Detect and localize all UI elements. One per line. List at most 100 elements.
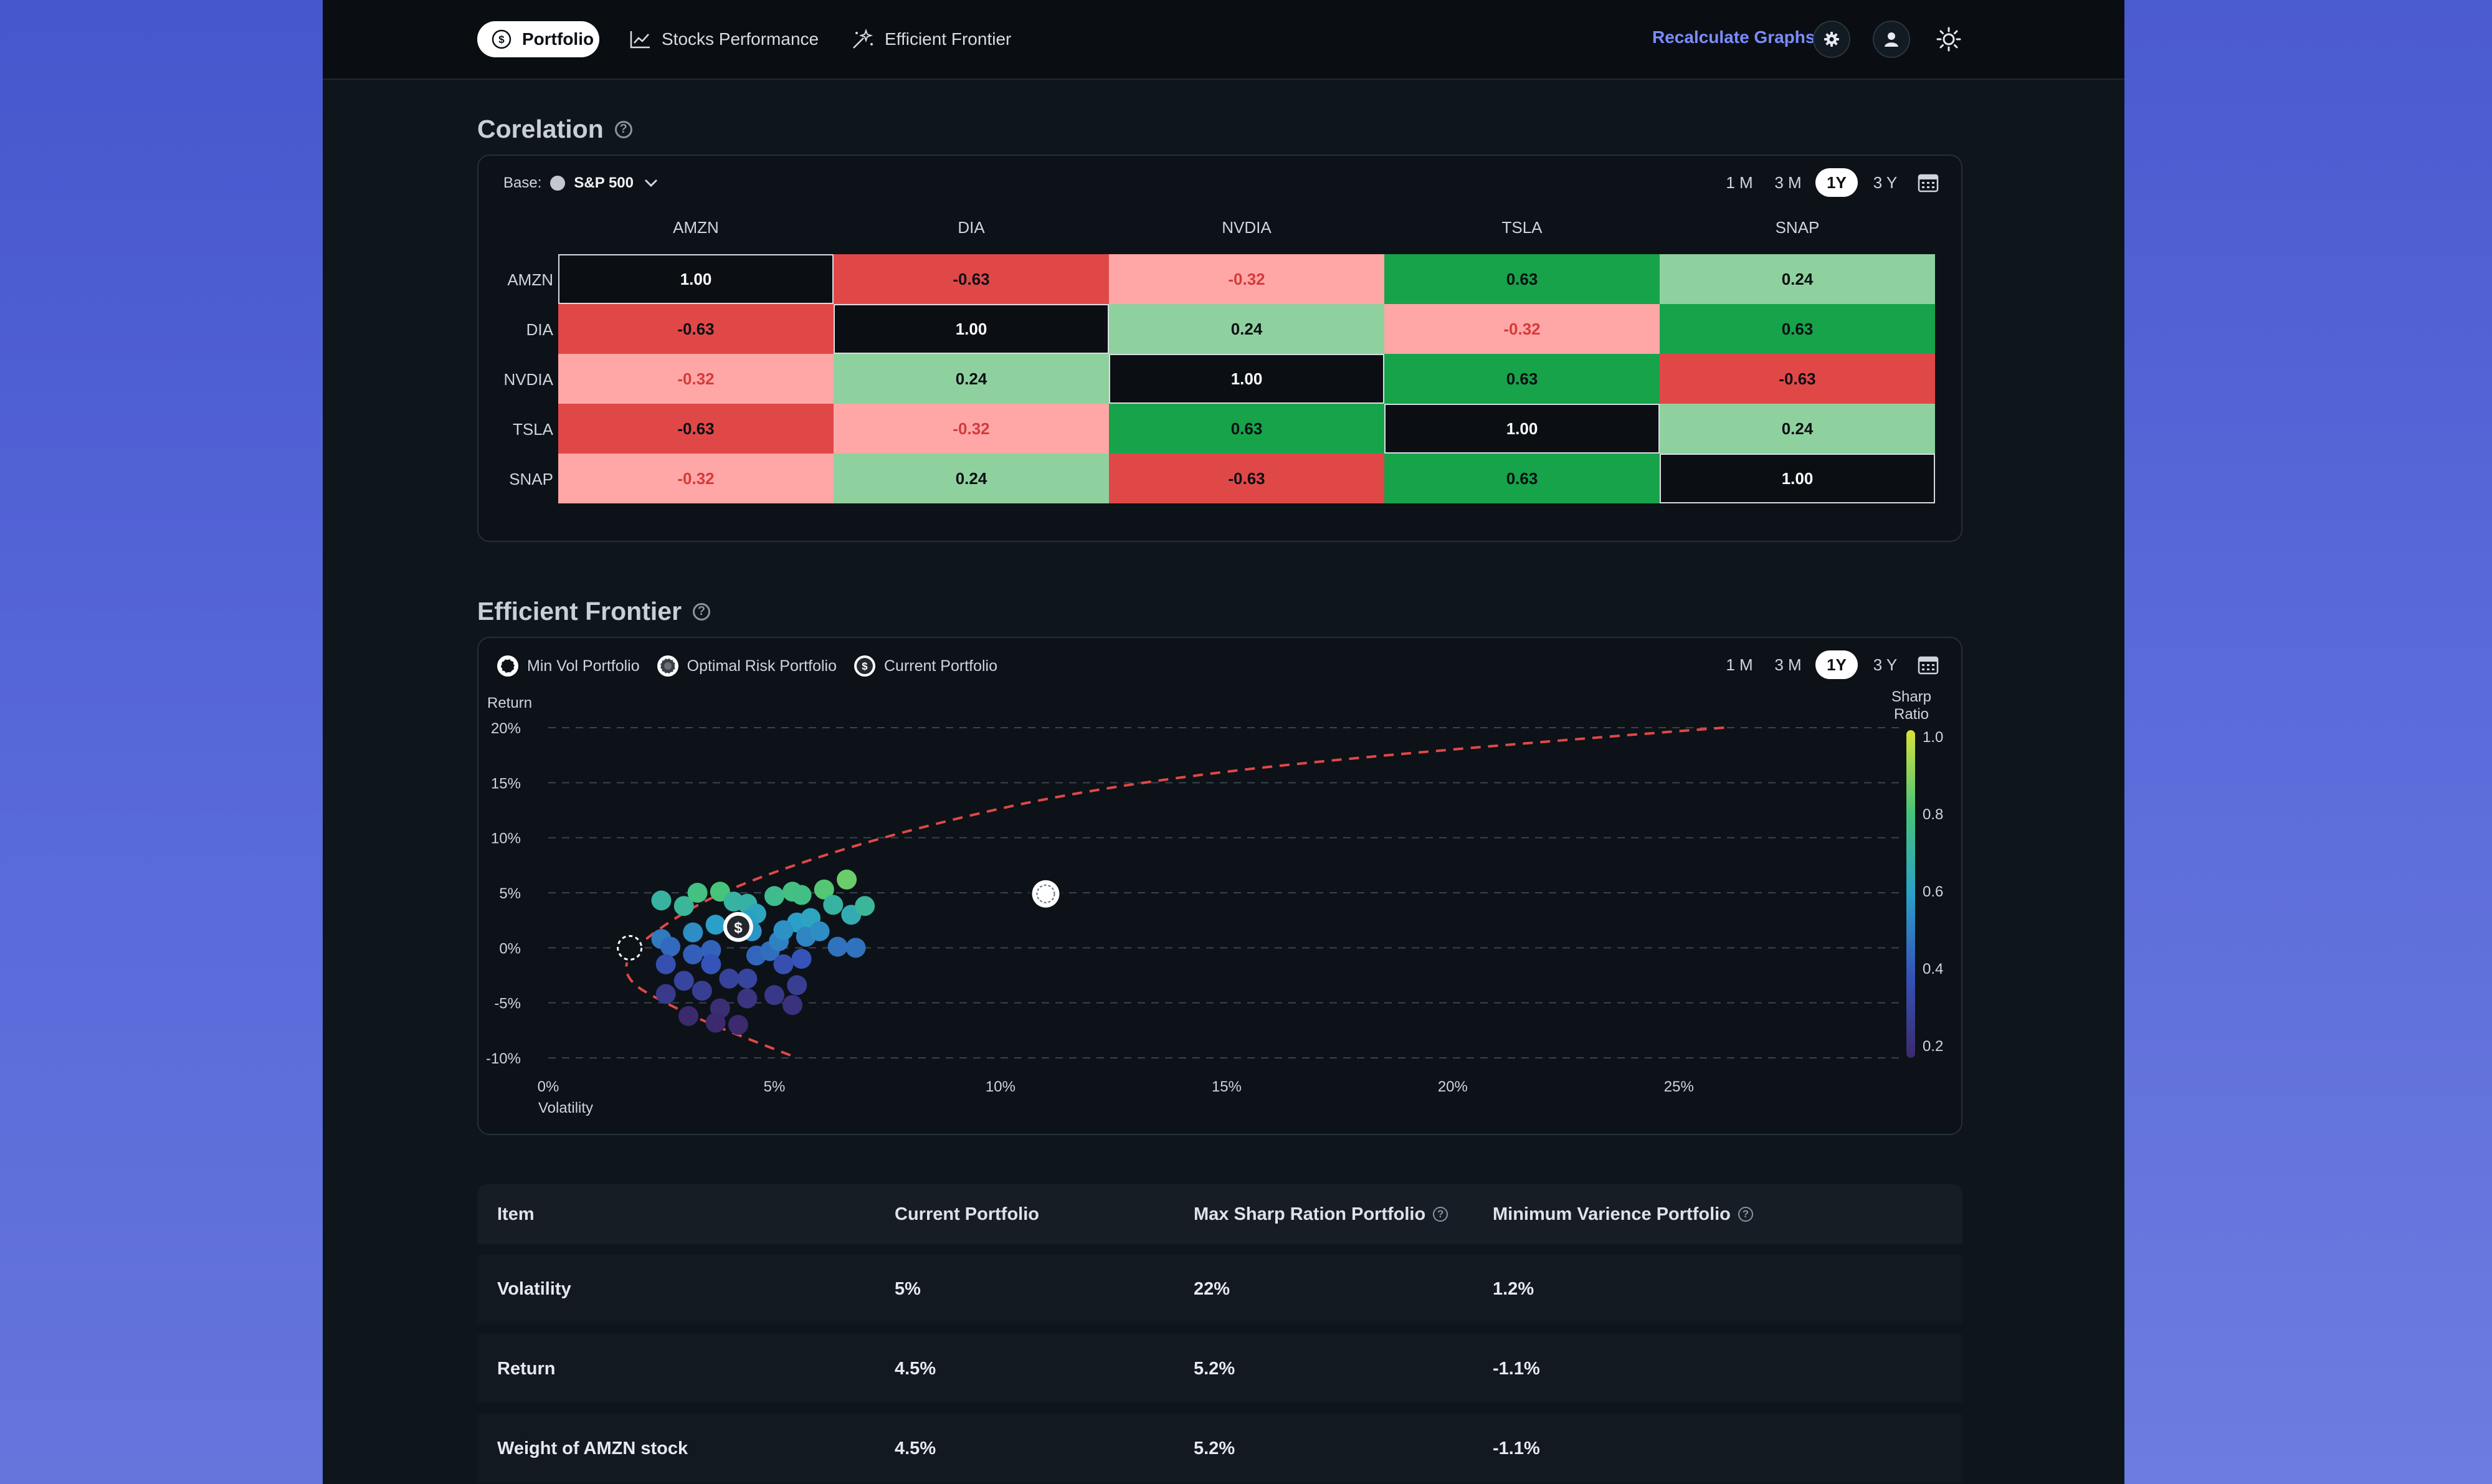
heatmap-cell[interactable]: 0.24 (834, 354, 1109, 404)
user-icon (1882, 30, 1901, 49)
recalculate-graphs-button[interactable]: Recalculate Graphs (1652, 27, 1815, 47)
colorbar-label: Ratio (1894, 706, 1929, 723)
page-background-right (2124, 0, 2492, 1484)
heatmap-cell[interactable]: 0.24 (1109, 304, 1384, 354)
row-max-sharp: 5.2% (1194, 1438, 1235, 1458)
portfolio-point (855, 896, 875, 916)
row-max-sharp: 22% (1194, 1278, 1230, 1299)
frontier-section-title: Efficient Frontier ? (477, 597, 711, 626)
table-row: Volatility 5% 22% 1.2% (477, 1255, 1962, 1323)
sun-icon (1935, 26, 1962, 53)
portfolio-point (655, 954, 676, 974)
heatmap-cell[interactable]: 1.00 (834, 304, 1109, 354)
legend-optimal-risk[interactable]: Optimal Risk Portfolio (656, 654, 837, 678)
heatmap-cell[interactable]: 0.63 (1384, 454, 1660, 503)
current-portfolio-marker-symbol: $ (734, 920, 743, 936)
portfolio-point (692, 981, 712, 1001)
help-icon[interactable]: ? (1738, 1207, 1753, 1222)
heatmap-cell[interactable]: 0.24 (1660, 254, 1935, 304)
heatmap-cell[interactable]: -0.32 (558, 354, 834, 404)
heatmap-cell[interactable]: 0.63 (1109, 404, 1384, 454)
y-tick-label: 20% (491, 720, 521, 737)
colorbar-tick-label: 0.6 (1923, 883, 1943, 900)
colorbar-tick-label: 0.8 (1923, 806, 1943, 823)
heatmap-cell[interactable]: -0.63 (558, 404, 834, 454)
heatmap-cell[interactable]: 0.24 (1660, 404, 1935, 454)
min-vol-marker (614, 933, 645, 963)
current-portfolio-marker-inner (726, 915, 749, 938)
period-3y[interactable]: 3 Y (1873, 655, 1898, 674)
row-current: 5% (895, 1278, 921, 1299)
y-tick-label: 5% (499, 885, 521, 902)
heatmap-cell[interactable]: 1.00 (1384, 404, 1660, 454)
tab-stocks-performance[interactable]: Stocks Performance (616, 21, 832, 57)
row-current: 4.5% (895, 1438, 936, 1458)
calendar-icon[interactable] (1918, 655, 1939, 675)
x-tick-label: 25% (1664, 1078, 1694, 1095)
portfolio-point (705, 915, 726, 935)
heatmap-cell[interactable]: -0.63 (558, 304, 834, 354)
period-3m[interactable]: 3 M (1774, 173, 1802, 192)
heatmap-column-label: TSLA (1501, 218, 1543, 237)
y-tick-label: 10% (491, 830, 521, 847)
period-1y[interactable]: 1Y (1815, 168, 1858, 197)
heatmap-cell[interactable]: -0.32 (1384, 304, 1660, 354)
heatmap-cell[interactable]: 1.00 (1660, 454, 1935, 503)
legend-min-vol[interactable]: Min Vol Portfolio (496, 654, 640, 678)
heatmap-cell[interactable]: -0.63 (834, 254, 1109, 304)
heatmap-cell[interactable]: 1.00 (558, 254, 834, 304)
heatmap-cell[interactable]: -0.63 (1109, 454, 1384, 503)
frontier-legend: Min Vol Portfolio Optimal Risk Portfolio… (496, 654, 997, 678)
portfolio-point (737, 968, 758, 989)
portfolio-point (787, 975, 807, 996)
colorbar-tick-label: 0.4 (1923, 961, 1943, 977)
account-button[interactable] (1873, 21, 1910, 58)
period-1y[interactable]: 1Y (1815, 650, 1858, 679)
period-3y[interactable]: 3 Y (1873, 173, 1898, 192)
base-selector[interactable]: Base: S&P 500 (503, 174, 660, 192)
min-vol-marker-ring (617, 935, 643, 961)
portfolio-point (660, 936, 680, 957)
colorbar-tick-label: 0.2 (1923, 1038, 1943, 1055)
frontier-card: Min Vol Portfolio Optimal Risk Portfolio… (477, 637, 1962, 1135)
row-min-variance: -1.1% (1493, 1438, 1540, 1458)
heatmap-cell[interactable]: 1.00 (1109, 354, 1384, 404)
portfolio-point (737, 988, 758, 1009)
help-icon[interactable]: ? (1433, 1207, 1448, 1222)
heatmap-cell[interactable]: -0.32 (558, 454, 834, 503)
heatmap-cell[interactable]: -0.32 (834, 404, 1109, 454)
table-row: Return 4.5% 5.2% -1.1% (477, 1334, 1962, 1403)
tab-portfolio[interactable]: $ Portfolio (477, 21, 599, 57)
help-icon[interactable]: ? (614, 120, 632, 138)
efficient-frontier-chart: 20% 15% 10% 5% 0% -5% -10% 0% 5% 10% 15% 20% 25% Retu… (486, 688, 1943, 1116)
heatmap-row-label: NVDIA (503, 370, 553, 389)
tab-label: Portfolio (522, 29, 594, 49)
legend-label: Min Vol Portfolio (527, 657, 640, 675)
heatmap-cell[interactable]: 0.63 (1660, 304, 1935, 354)
min-vol-marker-icon (496, 654, 520, 678)
portfolio-point (845, 938, 866, 958)
heatmap-cell[interactable]: 0.63 (1384, 354, 1660, 404)
settings-button[interactable] (1813, 21, 1850, 58)
heatmap-cell[interactable]: 0.24 (834, 454, 1109, 503)
legend-current[interactable]: $ Current Portfolio (853, 654, 997, 678)
line-chart-icon (629, 29, 652, 49)
heatmap-cell[interactable]: -0.32 (1109, 254, 1384, 304)
sparkle-icon (851, 28, 875, 50)
x-axis-label: Volatility (538, 1100, 593, 1116)
table-row: Weight of AMZN stock 4.5% 5.2% -1.1% (477, 1414, 1962, 1483)
heatmap-cell[interactable]: -0.63 (1660, 354, 1935, 404)
period-1m[interactable]: 1 M (1726, 173, 1753, 192)
row-item: Volatility (497, 1278, 571, 1299)
base-value: S&P 500 (574, 174, 634, 191)
calendar-icon[interactable] (1918, 173, 1939, 193)
heatmap-cell[interactable]: 0.63 (1384, 254, 1660, 304)
header-current-portfolio: Current Portfolio (895, 1204, 1039, 1224)
tab-efficient-frontier[interactable]: Efficient Frontier (837, 21, 1025, 57)
colorbar-label: Sharp (1891, 688, 1931, 705)
theme-toggle-button[interactable] (1930, 21, 1967, 58)
period-1m[interactable]: 1 M (1726, 655, 1753, 674)
period-3m[interactable]: 3 M (1774, 655, 1802, 674)
legend-label: Current Portfolio (884, 657, 998, 675)
help-icon[interactable]: ? (693, 602, 711, 621)
